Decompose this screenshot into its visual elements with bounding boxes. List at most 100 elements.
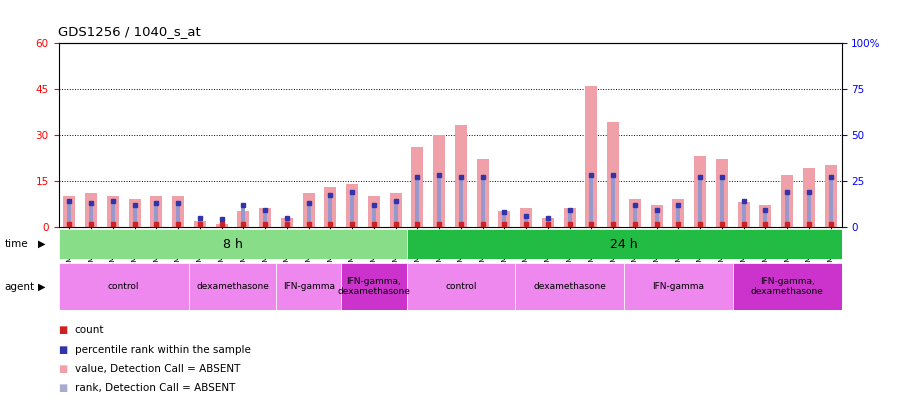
Bar [129, 199, 140, 227]
Bar [481, 177, 484, 227]
Bar [633, 205, 637, 227]
Bar [259, 208, 271, 227]
Bar [411, 147, 423, 227]
Bar [624, 263, 733, 310]
Bar [285, 217, 289, 227]
Bar [368, 196, 380, 227]
Bar [459, 177, 463, 227]
Bar [107, 196, 119, 227]
Bar [307, 203, 310, 227]
Bar [132, 205, 137, 227]
Bar [698, 177, 702, 227]
Bar [807, 192, 811, 227]
Text: IFN-gamma,
dexamethasone: IFN-gamma, dexamethasone [751, 277, 824, 296]
Text: dexamethasone: dexamethasone [533, 282, 606, 291]
Text: 24 h: 24 h [610, 237, 638, 251]
Bar [263, 210, 267, 227]
Text: ■: ■ [58, 345, 68, 354]
Bar [760, 205, 771, 227]
Bar [733, 263, 842, 310]
Text: control: control [446, 282, 477, 291]
Bar [829, 177, 833, 227]
Bar [155, 203, 158, 227]
Bar [520, 208, 532, 227]
Bar [216, 224, 228, 227]
Bar [416, 177, 419, 227]
Bar [694, 156, 706, 227]
Text: count: count [75, 325, 104, 335]
Bar [86, 193, 97, 227]
Bar [677, 205, 680, 227]
Bar [542, 217, 554, 227]
Bar [276, 263, 341, 310]
Bar [189, 263, 276, 310]
Bar [738, 202, 750, 227]
Bar [654, 210, 659, 227]
Bar [350, 192, 354, 227]
Bar [824, 165, 837, 227]
Text: ▶: ▶ [38, 239, 45, 249]
Bar [176, 203, 180, 227]
Bar [58, 263, 189, 310]
Bar [499, 211, 510, 227]
Text: time: time [4, 239, 28, 249]
Bar [372, 205, 376, 227]
Bar [63, 196, 76, 227]
Bar [716, 159, 728, 227]
Bar [720, 177, 724, 227]
Bar [58, 229, 407, 259]
Bar [502, 212, 507, 227]
Bar [563, 208, 576, 227]
Bar [194, 221, 206, 227]
Text: ■: ■ [58, 325, 68, 335]
Bar [407, 263, 515, 310]
Text: rank, Detection Call = ABSENT: rank, Detection Call = ABSENT [75, 384, 235, 393]
Bar [590, 175, 593, 227]
Bar [111, 201, 115, 227]
Text: ■: ■ [58, 384, 68, 393]
Text: agent: agent [4, 281, 34, 292]
Text: 8 h: 8 h [222, 237, 242, 251]
Bar [568, 210, 572, 227]
Text: percentile rank within the sample: percentile rank within the sample [75, 345, 250, 354]
Bar [629, 199, 641, 227]
Bar [585, 85, 598, 227]
Bar [150, 196, 162, 227]
Bar [241, 205, 246, 227]
Bar [454, 126, 467, 227]
Bar [407, 229, 842, 259]
Bar [611, 175, 615, 227]
Bar [281, 217, 292, 227]
Bar [198, 217, 202, 227]
Bar [302, 193, 315, 227]
Bar [68, 201, 71, 227]
Bar [238, 211, 249, 227]
Text: dexamethasone: dexamethasone [196, 282, 269, 291]
Bar [346, 184, 358, 227]
Bar [803, 168, 815, 227]
Bar [433, 134, 446, 227]
Bar [437, 175, 441, 227]
Text: IFN-gamma: IFN-gamma [652, 282, 705, 291]
Bar [763, 210, 768, 227]
Bar [546, 217, 550, 227]
Text: control: control [108, 282, 140, 291]
Bar [172, 196, 184, 227]
Bar [390, 193, 401, 227]
Bar [524, 216, 528, 227]
Bar [477, 159, 489, 227]
Bar [742, 201, 745, 227]
Text: ■: ■ [58, 364, 68, 374]
Bar [220, 220, 223, 227]
Bar [785, 192, 789, 227]
Bar [672, 199, 684, 227]
Bar [328, 196, 332, 227]
Bar [608, 122, 619, 227]
Text: IFN-gamma,
dexamethasone: IFN-gamma, dexamethasone [338, 277, 410, 296]
Text: GDS1256 / 1040_s_at: GDS1256 / 1040_s_at [58, 26, 202, 38]
Bar [781, 175, 793, 227]
Bar [89, 203, 93, 227]
Bar [324, 187, 337, 227]
Bar [341, 263, 407, 310]
Bar [393, 201, 398, 227]
